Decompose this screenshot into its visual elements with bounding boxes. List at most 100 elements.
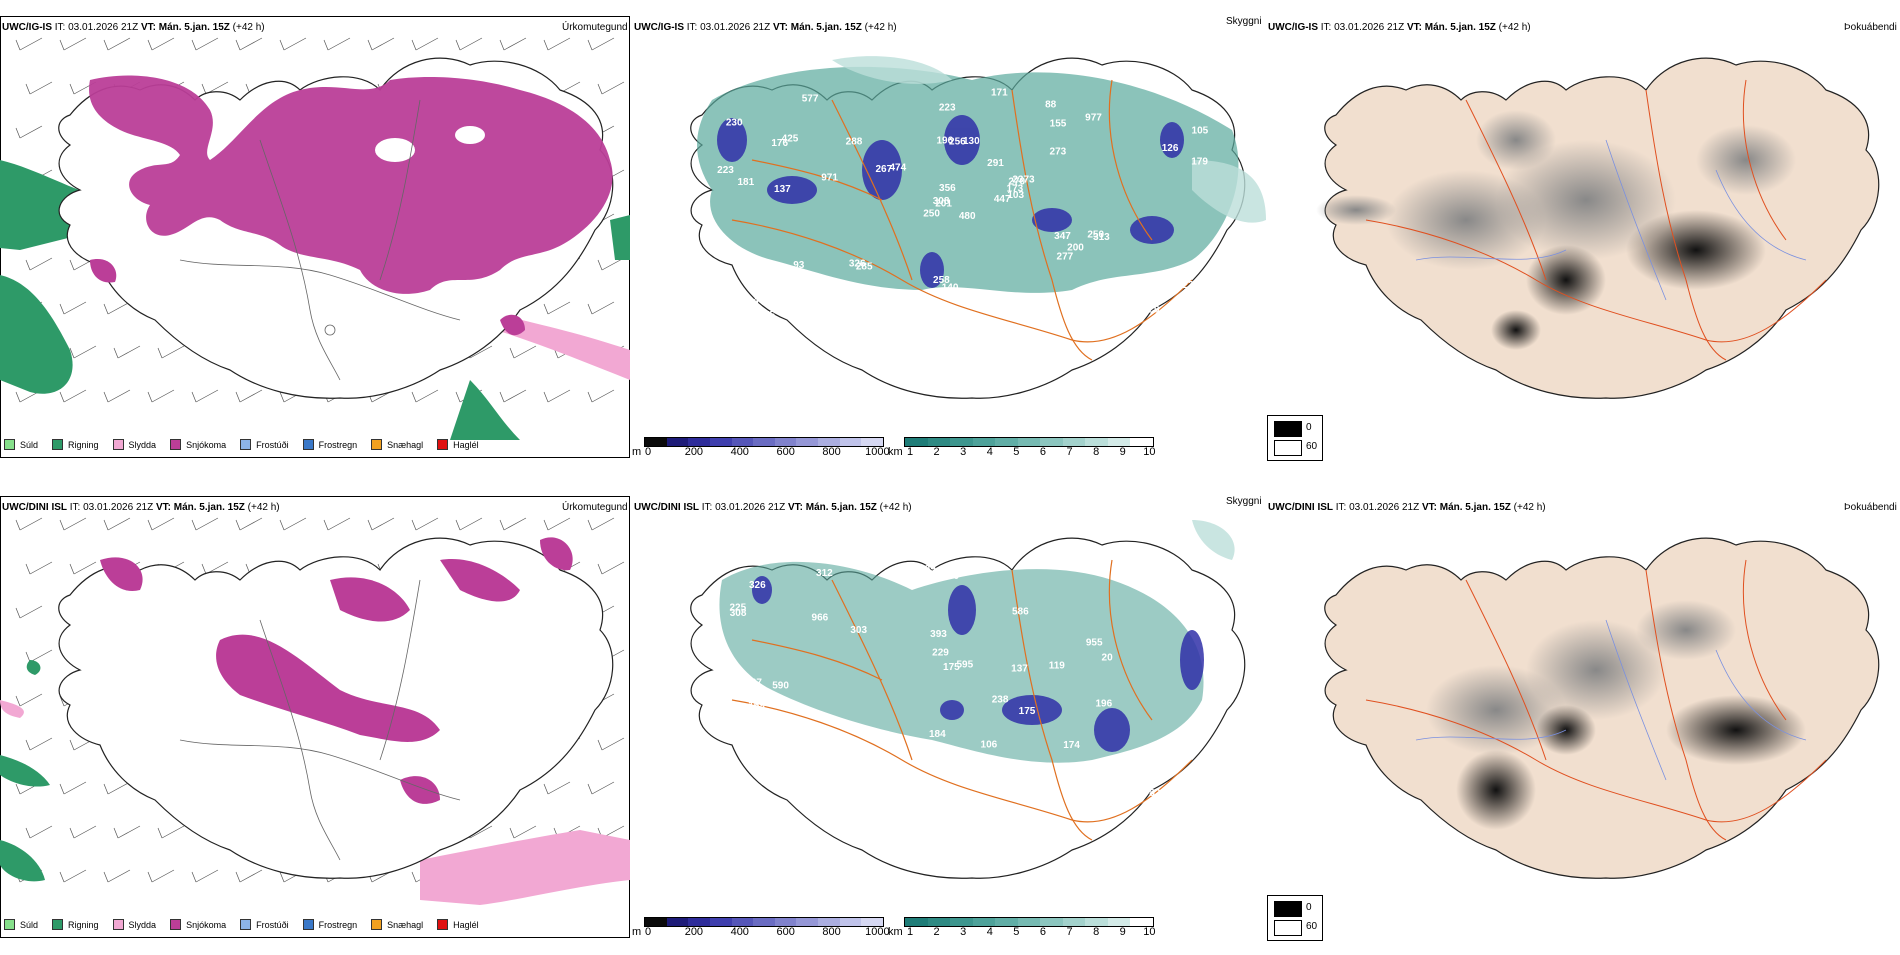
- legend-swatch: [240, 919, 252, 930]
- cloudbase-label: 103: [1007, 190, 1024, 201]
- colorbar-tick-label: 6: [1039, 446, 1047, 458]
- cloudbase-label: 93: [793, 260, 805, 271]
- cloudbase-label: 303: [850, 625, 867, 636]
- colorbar-segment: [774, 438, 797, 446]
- colorbar-tick-label: 600: [776, 926, 795, 938]
- fog-map: [1324, 537, 1880, 879]
- visibility-colorbar: km 1 2 3 4 5 6 7 8 9 10: [888, 437, 1155, 458]
- legend-item-haglel: Haglél: [437, 919, 479, 930]
- legend-item-rigning: Rigning: [52, 439, 99, 450]
- it-value: 03.01.2026 21Z: [83, 502, 154, 513]
- colorbar-segment: [1040, 438, 1063, 446]
- wind-barb: [103, 781, 131, 795]
- cloudbase-label: 2373: [1012, 174, 1035, 185]
- cloudbase-label: 109: [776, 264, 793, 275]
- colorbar-segment: [1040, 918, 1063, 926]
- cloudbase-label: 308: [933, 196, 950, 207]
- wind-barb: [455, 37, 483, 51]
- colorbar-segment: [818, 918, 840, 926]
- wind-barb: [103, 301, 131, 315]
- colorbar-tick-label: 1: [906, 446, 914, 458]
- vt-value: Mán. 5.jan. 15Z: [173, 502, 245, 513]
- cloudbase-label: 480: [959, 211, 976, 222]
- colorbar-tick-label: 10: [1143, 926, 1156, 938]
- colorbar-tick-label: 800: [822, 446, 841, 458]
- fog-key-swatch: [1274, 901, 1302, 917]
- wind-barb: [235, 389, 263, 403]
- cloudbase-colorbar: m 0 200 400 600 800 1000: [632, 437, 890, 458]
- colorbar-segment: [861, 918, 884, 926]
- legend-label: Haglél: [453, 919, 479, 930]
- wind-barb: [191, 869, 219, 883]
- cloudbase-label: 155: [1050, 118, 1067, 129]
- wind-barb: [25, 561, 53, 575]
- panel-header: UWC/DINI ISL IT: 03.01.2026 21Z VT: Mán.…: [2, 502, 280, 513]
- legend-label: Rigning: [68, 439, 99, 450]
- legend-item-snaehagl: Snæhagl: [371, 439, 423, 450]
- model-name: UWC/DINI ISL: [634, 502, 699, 513]
- wind-barb: [543, 517, 571, 531]
- forecast-row-dini-isl: UWC/DINI ISL IT: 03.01.2026 21Z VT: Mán.…: [0, 480, 1900, 955]
- wind-barb: [509, 345, 537, 359]
- legend-item-slydda: Slydda: [112, 439, 157, 450]
- model-name: UWC/IG-IS: [1268, 22, 1318, 33]
- cloudbase-label: 223: [939, 103, 956, 114]
- it-value: 03.01.2026 21Z: [1349, 502, 1420, 513]
- wind-barb: [59, 301, 87, 315]
- colorbar-tick-label: 1: [906, 926, 914, 938]
- cloudbase-label: 181: [787, 780, 804, 791]
- cloudbase-label: 326: [849, 258, 866, 269]
- wind-barb: [191, 37, 219, 51]
- legend-item-snjokoma: Snjókoma: [170, 439, 226, 450]
- visibility-bar: [904, 437, 1154, 447]
- legend-label: Frostúði: [256, 439, 289, 450]
- cloudbase-label: 217: [833, 285, 850, 296]
- legend-swatch: [112, 919, 124, 930]
- wind-barb: [25, 825, 53, 839]
- legend-swatch: [52, 439, 64, 450]
- cloudbase-label: 158: [799, 309, 816, 320]
- vt-label: VT:: [1421, 502, 1437, 513]
- cloudbase-label: 223: [1177, 280, 1194, 291]
- wind-barb: [543, 37, 571, 51]
- cloudbase-label: 176: [771, 138, 788, 149]
- cloudbase-label: 845: [819, 733, 836, 744]
- wind-barb: [367, 37, 395, 51]
- cloudbase-label: 171: [991, 88, 1008, 99]
- cloudbase-label: 825: [1149, 788, 1166, 799]
- model-name: UWC/IG-IS: [2, 22, 52, 33]
- legend-label: Rigning: [68, 919, 99, 930]
- fog-key-swatch: [1274, 920, 1302, 936]
- it-label: IT:: [686, 22, 698, 33]
- wind-barb: [509, 825, 537, 839]
- panel-title: Úrkomutegund: [562, 502, 628, 513]
- colorbar-tick-label: 7: [1066, 446, 1073, 458]
- wind-barb: [25, 649, 53, 663]
- legend-item-frostregn: Frostregn: [302, 919, 357, 930]
- wind-barb: [25, 257, 53, 271]
- colorbar-tick-label: 8: [1093, 446, 1100, 458]
- wind-barb: [113, 825, 141, 839]
- cloudbase-label: 260: [942, 571, 959, 582]
- cloudbase-label: 291: [987, 158, 1004, 169]
- fog-key: 0 60: [1267, 895, 1323, 941]
- legend-swatch: [52, 919, 64, 930]
- colorbar-tick-label: 4: [986, 926, 993, 938]
- colorbar-tick-label: 200: [684, 446, 704, 458]
- precip-map: [0, 37, 630, 440]
- colorbar-tick-label: 1000: [865, 926, 890, 938]
- cloudbase-label: 105: [1192, 126, 1209, 137]
- it-label: IT:: [69, 502, 81, 513]
- cloudbase-label: 200: [1067, 243, 1084, 254]
- wind-barb: [597, 737, 625, 751]
- colorbar-segment: [905, 918, 928, 926]
- vt-label: VT:: [140, 22, 156, 33]
- vt-value: Mán. 5.jan. 15Z: [790, 22, 862, 33]
- fog-key-label: 60: [1306, 441, 1318, 452]
- legend-label: Slydda: [128, 439, 157, 450]
- cloudbase-label: 642: [1126, 572, 1143, 583]
- wind-barb: [279, 517, 307, 531]
- wind-barb: [499, 37, 527, 51]
- colorbar-segment: [927, 438, 951, 446]
- colorbar-segment: [1062, 438, 1086, 446]
